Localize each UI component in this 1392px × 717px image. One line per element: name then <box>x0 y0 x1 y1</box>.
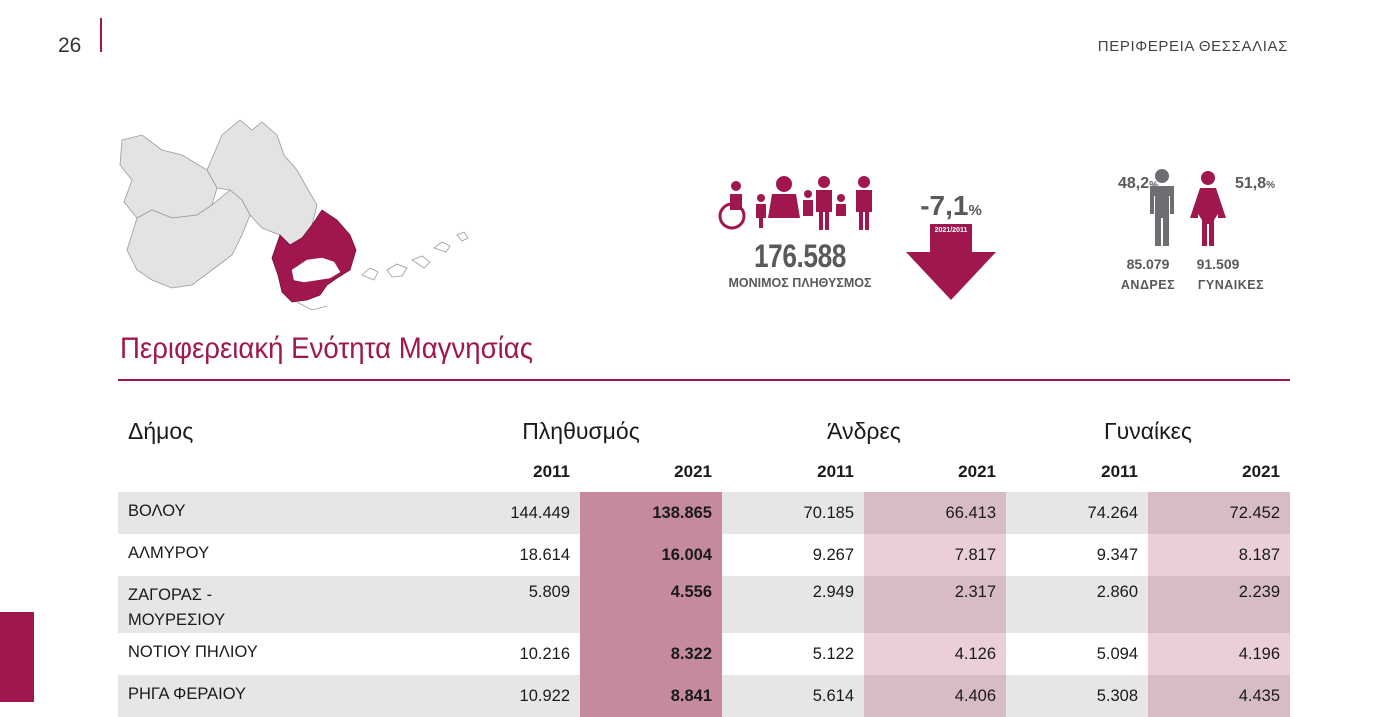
men-percentage: 48,2% <box>1118 175 1159 192</box>
pop-2011: 10.216 <box>440 633 580 675</box>
pop-2011: 10.922 <box>440 675 580 717</box>
men-2011: 70.185 <box>722 492 864 534</box>
municipality-name: ΝΟΤΙΟΥ ΠΗΛΙΟΥ <box>118 633 440 675</box>
men-2021: 66.413 <box>864 492 1006 534</box>
population-table: Δήμος Πληθυσμός Άνδρες Γυναίκες 2011 202… <box>118 410 1290 717</box>
pop-2011: 18.614 <box>440 534 580 576</box>
women-percentage: 51,8% <box>1235 175 1276 192</box>
pop-2011: 5.809 <box>440 576 580 633</box>
men-label: ΑΝΔΡΕΣ <box>1120 278 1176 292</box>
men-count: 85.079 <box>1126 256 1170 272</box>
year-header: 2021 <box>1242 462 1280 481</box>
man-icon <box>1150 169 1174 246</box>
year-header: 2021 <box>674 462 712 481</box>
header-population: Πληθυσμός <box>522 417 640 444</box>
change-period: 2021/2011 <box>934 227 968 234</box>
women-2011: 2.860 <box>1006 576 1148 633</box>
men-2011: 5.614 <box>722 675 864 717</box>
women-label: ΓΥΝΑΙΚΕΣ <box>1197 278 1265 292</box>
women-2011: 5.094 <box>1006 633 1148 675</box>
table-row: ΡΗΓΑ ΦΕΡΑΙΟΥ 10.922 8.841 5.614 4.406 5.… <box>118 675 1290 717</box>
header-men: Άνδρες <box>827 417 901 444</box>
page-number: 26 <box>58 34 82 57</box>
map-unit-karditsa <box>126 189 251 289</box>
pop-2021: 16.004 <box>580 534 722 576</box>
header-women: Γυναίκες <box>1104 417 1192 444</box>
population-family-icon <box>718 176 872 230</box>
population-value: 176.588 <box>754 238 846 274</box>
pop-2021: 138.865 <box>580 492 722 534</box>
regional-map <box>119 119 469 311</box>
women-count: 91.509 <box>1196 256 1240 272</box>
section-divider <box>118 379 1290 381</box>
year-header: 2021 <box>958 462 996 481</box>
men-2021: 7.817 <box>864 534 1006 576</box>
municipality-name: ΡΗΓΑ ΦΕΡΑΙΟΥ <box>118 675 440 717</box>
men-2021: 4.126 <box>864 633 1006 675</box>
women-2011: 5.308 <box>1006 675 1148 717</box>
year-header: 2011 <box>817 462 854 481</box>
population-label: ΜΟΝΙΜΟΣ ΠΛΗΘΥΣΜΟΣ <box>728 276 872 290</box>
woman-icon <box>1190 171 1226 246</box>
women-2011: 9.347 <box>1006 534 1148 576</box>
women-2021: 4.435 <box>1148 675 1290 717</box>
year-header: 2011 <box>533 462 570 481</box>
women-2021: 72.452 <box>1148 492 1290 534</box>
men-2011: 5.122 <box>722 633 864 675</box>
region-title: ΠΕΡΙΦΕΡΕΙΑ ΘΕΣΣΑΛΙΑΣ <box>1097 38 1288 55</box>
header-divider <box>100 18 102 52</box>
map-unit-magnesia <box>271 209 357 303</box>
map-unit-trikala <box>119 134 218 219</box>
men-2021: 4.406 <box>864 675 1006 717</box>
header-municipality: Δήμος <box>128 417 194 444</box>
men-2011: 9.267 <box>722 534 864 576</box>
table-row: ΒΟΛΟΥ 144.449 138.865 70.185 66.413 74.2… <box>118 492 1290 534</box>
table-row: ΑΛΜΥΡΟΥ 18.614 16.004 9.267 7.817 9.347 … <box>118 534 1290 576</box>
down-arrow-icon <box>906 224 996 300</box>
municipality-name: ΑΛΜΥΡΟΥ <box>118 534 440 576</box>
municipality-name: ΒΟΛΟΥ <box>118 492 440 534</box>
pop-2011: 144.449 <box>440 492 580 534</box>
men-2021: 2.317 <box>864 576 1006 633</box>
men-2011: 2.949 <box>722 576 864 633</box>
table-row: ΝΟΤΙΟΥ ΠΗΛΙΟΥ 10.216 8.322 5.122 4.126 5… <box>118 633 1290 675</box>
women-2011: 74.264 <box>1006 492 1148 534</box>
pop-2021: 8.322 <box>580 633 722 675</box>
pop-2021: 4.556 <box>580 576 722 633</box>
municipality-name: ΖΑΓΟΡΑΣ - ΜΟΥΡΕΣΙΟΥ <box>118 576 440 633</box>
table-row: ΖΑΓΟΡΑΣ - ΜΟΥΡΕΣΙΟΥ 5.809 4.556 2.949 2.3… <box>118 576 1290 633</box>
women-2021: 2.239 <box>1148 576 1290 633</box>
pop-2021: 8.841 <box>580 675 722 717</box>
side-tab-marker <box>0 612 34 702</box>
women-2021: 8.187 <box>1148 534 1290 576</box>
year-header: 2011 <box>1101 462 1138 481</box>
population-change: -7,1% <box>920 190 982 221</box>
section-title: Περιφερειακή Ενότητα Μαγνησίας <box>120 332 534 365</box>
women-2021: 4.196 <box>1148 633 1290 675</box>
